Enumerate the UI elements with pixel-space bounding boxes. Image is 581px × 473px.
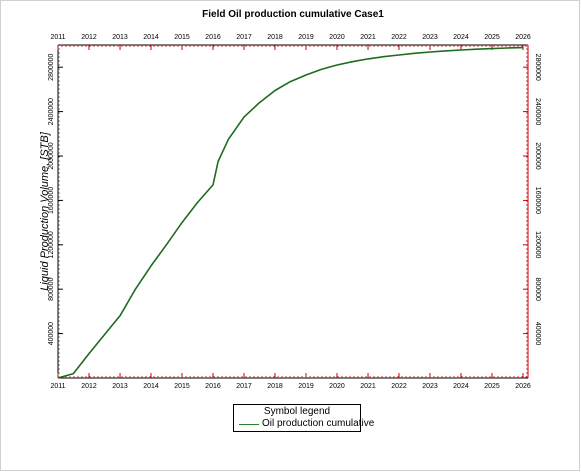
x-tick-label-top: 2019 xyxy=(298,34,314,41)
legend: Symbol legend Oil production cumulative xyxy=(233,404,374,432)
y-tick-label-right: 400000 xyxy=(534,322,541,345)
x-tick-label-top: 2016 xyxy=(205,34,221,41)
chart-title: Field Oil production cumulative Case1 xyxy=(202,9,384,20)
series-line-oil-production-cumulative xyxy=(57,46,524,379)
x-tick-label-bottom: 2025 xyxy=(484,383,500,390)
x-tick-label-bottom: 2011 xyxy=(50,383,65,390)
x-tick-label-bottom: 2020 xyxy=(329,383,345,390)
y-tick-label-right: 1600000 xyxy=(534,187,541,214)
x-tick-label-bottom: 2014 xyxy=(143,383,159,390)
y-tick-label-right: 800000 xyxy=(534,278,541,301)
x-tick-label-top: 2022 xyxy=(391,34,407,41)
legend-title: Symbol legend xyxy=(263,406,331,417)
y-axis-title: Liquid Production Volume, [STB] xyxy=(39,131,51,291)
y-tick-label-left: 1200000 xyxy=(48,231,55,258)
y-tick-label-right: 2800000 xyxy=(534,54,541,81)
y-tick-label-left: 800000 xyxy=(48,277,55,300)
legend-swatch xyxy=(239,424,259,425)
x-tick-label-bottom: 2022 xyxy=(391,383,407,390)
x-tick-label-top: 2014 xyxy=(143,34,159,41)
x-tick-label-top: 2011 xyxy=(50,34,65,41)
x-tick-label-bottom: 2021 xyxy=(360,383,376,390)
y-tick-label-right: 1200000 xyxy=(534,231,541,258)
y-tick-label-left: 400000 xyxy=(48,322,55,345)
x-tick-label-top: 2023 xyxy=(422,34,438,41)
x-tick-label-bottom: 2023 xyxy=(422,383,438,390)
x-tick-label-top: 2020 xyxy=(329,34,345,41)
x-tick-label-top: 2024 xyxy=(453,34,469,41)
x-tick-label-bottom: 2016 xyxy=(205,383,221,390)
legend-label: Oil production cumulative xyxy=(262,418,375,429)
x-tick-label-top: 2025 xyxy=(484,34,500,41)
x-tick-label-bottom: 2017 xyxy=(236,383,252,390)
x-tick-label-bottom: 2013 xyxy=(112,383,128,390)
y-tick-label-right: 2400000 xyxy=(534,98,541,125)
x-tick-label-bottom: 2012 xyxy=(81,383,97,390)
x-tick-label-top: 2013 xyxy=(112,34,128,41)
y-tick-label-left: 2800000 xyxy=(48,53,55,80)
x-tick-label-bottom: 2018 xyxy=(267,383,283,390)
x-tick-label-top: 2018 xyxy=(267,34,283,41)
y-tick-label-left: 1600000 xyxy=(48,187,55,214)
x-tick-label-bottom: 2024 xyxy=(453,383,469,390)
x-tick-label-top: 2012 xyxy=(81,34,97,41)
x-tick-label-bottom: 2015 xyxy=(174,383,190,390)
x-tick-label-top: 2021 xyxy=(360,34,376,41)
x-tick-label-bottom: 2019 xyxy=(298,383,314,390)
y-tick-label-left: 2400000 xyxy=(48,98,55,125)
x-tick-label-top: 2017 xyxy=(236,34,252,41)
x-tick-label-top: 2026 xyxy=(515,34,531,41)
x-tick-label-top: 2015 xyxy=(174,34,190,41)
y-tick-label-right: 2000000 xyxy=(534,142,541,169)
x-tick-label-bottom: 2026 xyxy=(515,383,531,390)
y-tick-label-left: 2000000 xyxy=(48,142,55,169)
